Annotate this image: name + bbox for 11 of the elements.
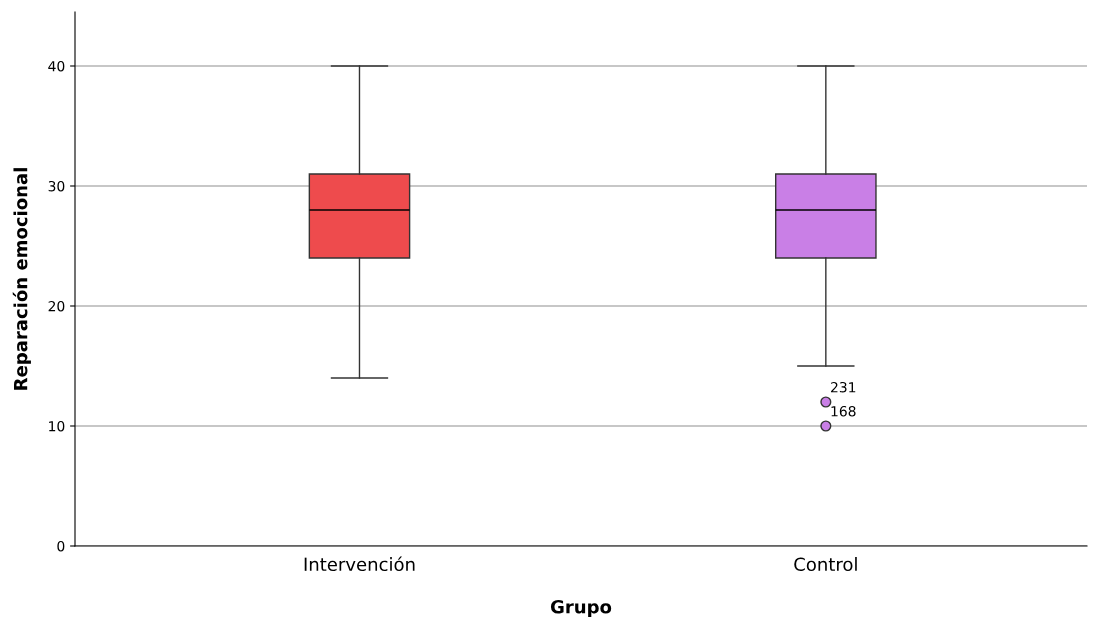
- x-tick-label: Intervención: [304, 556, 415, 572]
- x-tick-label: Control: [794, 557, 857, 572]
- annotation: 168: [831, 405, 856, 417]
- y-axis-title: Reparación emocional: [12, 168, 31, 390]
- x-axis-title: Grupo: [550, 599, 612, 618]
- annotation: 231: [831, 381, 856, 393]
- y-tick-label: 30: [48, 180, 65, 192]
- y-tick-label: 0: [57, 540, 65, 552]
- y-tick-label: 10: [49, 420, 65, 432]
- y-tick-label: 40: [48, 60, 65, 72]
- y-tick-label: 20: [48, 300, 65, 312]
